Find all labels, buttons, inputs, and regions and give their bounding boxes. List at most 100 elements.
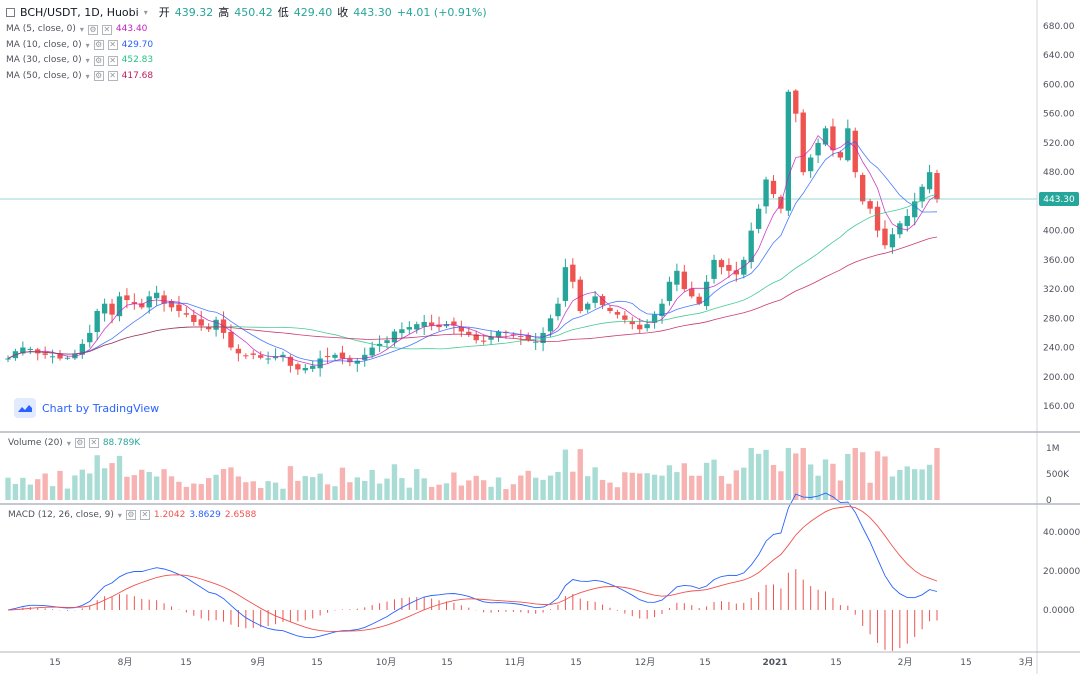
open-value: 439.32 — [174, 5, 214, 19]
ma-legend-row[interactable]: MA (50, close, 0) ▾ ⚙ ✕ 417.68 — [6, 69, 487, 85]
volume-legend[interactable]: Volume (20) ▾ ⚙ ✕ 88.789K — [8, 438, 140, 448]
candle-body — [57, 354, 63, 359]
chevron-down-icon[interactable]: ▾ — [143, 7, 148, 17]
candle-body — [815, 142, 821, 156]
settings-icon[interactable]: ⚙ — [87, 24, 98, 35]
settings-icon[interactable]: ⚙ — [93, 71, 104, 82]
price-tick-label: 360.00 — [1043, 256, 1075, 266]
volume-bar — [778, 471, 784, 500]
chevron-down-icon[interactable]: ▾ — [85, 40, 90, 50]
candle-body — [27, 349, 33, 350]
volume-bar — [272, 482, 279, 500]
candle-body — [577, 279, 583, 311]
candle-body — [414, 324, 420, 330]
close-icon[interactable]: ✕ — [107, 40, 118, 51]
volume-bar — [146, 471, 152, 500]
volume-value: 88.789K — [102, 438, 141, 448]
candle-body — [116, 296, 123, 317]
candle-body — [793, 90, 799, 114]
candle-body — [228, 331, 234, 348]
candle-body — [770, 180, 777, 195]
candle-body — [473, 334, 479, 341]
volume-bar — [570, 471, 576, 500]
settings-icon[interactable]: ⚙ — [125, 510, 136, 520]
tradingview-watermark[interactable]: Chart by TradingView — [14, 398, 159, 418]
price-tick-label: 560.00 — [1043, 110, 1075, 120]
ma-value: 417.68 — [121, 70, 154, 81]
candle-body — [139, 303, 145, 308]
candle-body — [852, 130, 858, 173]
candle-body — [458, 326, 465, 332]
price-tick-label: 680.00 — [1043, 22, 1075, 32]
close-icon[interactable]: ✕ — [139, 510, 150, 520]
volume-bar — [703, 462, 710, 500]
volume-bar — [525, 470, 531, 500]
time-tick-label: 9月 — [251, 657, 266, 668]
volume-bar — [622, 472, 628, 500]
collapse-icon[interactable] — [6, 7, 15, 17]
volume-bar — [585, 476, 591, 500]
close-icon[interactable]: ✕ — [107, 55, 118, 66]
ma-legend-row[interactable]: MA (10, close, 0) ▾ ⚙ ✕ 429.70 — [6, 38, 487, 54]
candle-body — [287, 356, 294, 366]
open-label: 开 — [158, 6, 170, 19]
volume-bar — [317, 473, 323, 500]
candle-body — [146, 296, 152, 308]
volume-bar — [258, 488, 264, 500]
close-icon[interactable]: ✕ — [88, 438, 99, 448]
time-tick-label: 15 — [699, 658, 710, 668]
macd-line-value: 3.8629 — [189, 510, 221, 520]
volume-bar — [406, 487, 413, 500]
chevron-down-icon[interactable]: ▾ — [85, 56, 90, 65]
chevron-down-icon[interactable]: ▾ — [117, 510, 122, 520]
volume-bar — [79, 469, 85, 500]
high-value: 450.42 — [234, 5, 273, 19]
candle-body — [614, 312, 621, 315]
volume-bar — [503, 489, 509, 500]
candle-body — [332, 354, 338, 358]
volume-bar — [532, 477, 539, 500]
candle-body — [904, 216, 910, 226]
volume-bar — [183, 486, 190, 500]
candle-body — [295, 364, 301, 370]
time-tick-label: 11月 — [505, 657, 525, 668]
symbol-title[interactable]: BCH/USDT, 1D, Huobi — [20, 5, 139, 19]
chevron-down-icon[interactable]: ▾ — [66, 438, 71, 448]
candle-body — [317, 358, 323, 369]
chevron-down-icon[interactable]: ▾ — [85, 71, 90, 81]
candle-body — [213, 319, 219, 330]
close-icon[interactable]: ✕ — [107, 71, 118, 82]
volume-bar — [547, 475, 554, 500]
settings-icon[interactable]: ⚙ — [93, 55, 104, 66]
volume-bar — [205, 478, 212, 500]
tradingview-logo-icon — [14, 398, 36, 418]
volume-bar — [651, 474, 658, 500]
ma-value: 429.70 — [121, 39, 154, 50]
settings-icon[interactable]: ⚙ — [74, 438, 85, 448]
ma-legend-row[interactable]: MA (5, close, 0) ▾ ⚙ ✕ 443.40 — [6, 22, 487, 38]
candle-body — [674, 270, 680, 285]
macd-legend[interactable]: MACD (12, 26, close, 9) ▾ ⚙ ✕ 1.2042 3.86… — [8, 510, 256, 520]
volume-bar — [815, 475, 821, 500]
price-tick-label: 240.00 — [1043, 344, 1075, 354]
ma-legend-row[interactable]: MA (30, close, 0) ▾ ⚙ ✕ 452.83 — [6, 53, 487, 69]
candle-body — [689, 288, 695, 297]
price-badge — [1039, 191, 1079, 206]
volume-bar — [49, 486, 56, 500]
volume-bar — [674, 472, 680, 500]
volume-bar — [562, 449, 569, 500]
volume-bar — [72, 475, 78, 500]
settings-icon[interactable]: ⚙ — [93, 40, 104, 51]
candle-body — [235, 348, 242, 354]
volume-bar — [139, 469, 145, 500]
volume-tick-label: 0 — [1046, 496, 1052, 506]
volume-bar — [354, 477, 360, 500]
ma-line — [7, 236, 938, 359]
ma-line — [7, 140, 938, 363]
candle-body — [391, 331, 398, 343]
chevron-down-icon[interactable]: ▾ — [79, 25, 84, 34]
close-icon[interactable]: ✕ — [101, 24, 112, 35]
